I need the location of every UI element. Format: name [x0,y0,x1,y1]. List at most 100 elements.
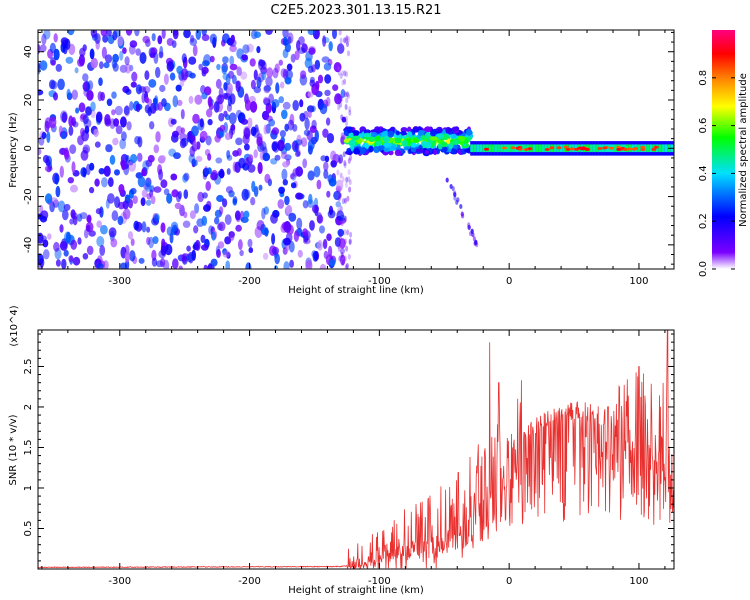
heatmap-cell [222,198,228,208]
heatmap-cell [189,210,196,220]
heatmap-cell [327,209,336,219]
heatmap-cell [166,38,174,46]
heatmap-cell [47,233,52,240]
heatmap-cell [166,226,173,236]
heatmap-cell [640,145,646,149]
heatmap-cell [160,222,166,233]
heatmap-cell [535,144,540,153]
heatmap-cell [326,233,332,241]
heatmap-cell [346,195,350,202]
heatmap-cell [210,258,218,267]
heatmap-cell [103,62,110,69]
heatmap-cell [144,96,150,104]
heatmap-cell [312,251,319,262]
heatmap-cell [346,148,352,153]
heatmap-cell [201,215,208,226]
heatmap-cell [155,131,161,143]
heatmap-cell [129,250,136,262]
heatmap-cell [250,197,256,206]
heatmap-cell [311,119,317,130]
heatmap-cell [343,91,347,98]
heatmap-cell [451,147,457,155]
heatmap-cell [86,216,92,223]
heatmap-cell [119,50,124,61]
heatmap-cell [263,84,271,94]
heatmap-cell [218,112,225,122]
heatmap-cell [309,79,316,88]
heatmap-cell [280,81,285,89]
heatmap-cell [152,97,158,105]
heatmap-cell [262,252,269,260]
spectrogram-x-ticks: -300 -200 -100 0 100 [41,30,666,287]
heatmap-cell [203,167,209,177]
heatmap-cell [284,142,292,151]
heatmap-cell [323,169,329,179]
heatmap-cell [292,100,300,111]
heatmap-cell [349,154,353,161]
heatmap-cell [180,109,185,120]
heatmap-cell [208,225,214,235]
heatmap-cell [41,33,47,45]
heatmap-cell [661,144,665,153]
heatmap-cell [105,144,113,153]
heatmap-cell [589,144,593,153]
heatmap-cell [180,127,185,134]
heatmap-cell [59,224,64,233]
heatmap-cell [66,88,71,99]
heatmap-cell [643,144,647,153]
heatmap-cell [63,249,69,257]
heatmap-cell [343,37,347,44]
heatmap-cell [104,118,112,127]
heatmap-cell [161,98,167,107]
heatmap-cell [345,176,349,183]
heatmap-cell [113,118,120,127]
y-tick-label: 1.5 [23,440,34,456]
heatmap-cell [348,238,352,245]
heatmap-cell [207,118,213,126]
heatmap-cell [502,146,507,150]
heatmap-cell [131,71,138,82]
heatmap-cell [275,82,280,94]
heatmap-cell [323,161,329,172]
heatmap-cell [244,99,252,111]
heatmap-cell [189,146,196,157]
heatmap-cell [521,144,525,153]
heatmap-cell [79,114,86,123]
heatmap-cell [172,30,179,40]
heatmap-cell [323,62,332,71]
heatmap-cell [203,264,208,269]
heatmap-cell [336,179,344,191]
heatmap-cell [422,143,429,148]
heatmap-cell [283,237,291,246]
heatmap-cell [39,257,45,268]
heatmap-cell [326,190,331,198]
heatmap-cell [348,106,352,113]
heatmap-cell [201,66,209,74]
heatmap-cell [332,30,337,40]
heatmap-cell [46,131,51,144]
heatmap-cell [358,147,366,155]
heatmap-cell [597,147,603,150]
heatmap-cell [141,168,147,177]
heatmap-cell [337,207,341,214]
heatmap-cell [249,101,258,113]
heatmap-cell [172,130,179,138]
heatmap-cell [243,127,251,140]
heatmap-cell [72,256,81,266]
heatmap-cell [517,147,523,151]
heatmap-cell [609,146,614,150]
x-tick-label: 100 [629,276,648,287]
heatmap-cell [250,79,256,90]
heatmap-cell [98,168,105,175]
heatmap-cell [592,144,596,153]
heatmap-cell [153,52,159,64]
heatmap-cell [239,249,244,257]
heatmap-cell [232,196,238,204]
heatmap-cell [347,169,351,176]
heatmap-cell [352,135,360,141]
heatmap-cell [474,240,478,246]
heatmap-cell [299,99,304,108]
heatmap-cell [285,204,293,215]
heatmap-cell [341,70,344,77]
heatmap-cell [82,114,89,125]
